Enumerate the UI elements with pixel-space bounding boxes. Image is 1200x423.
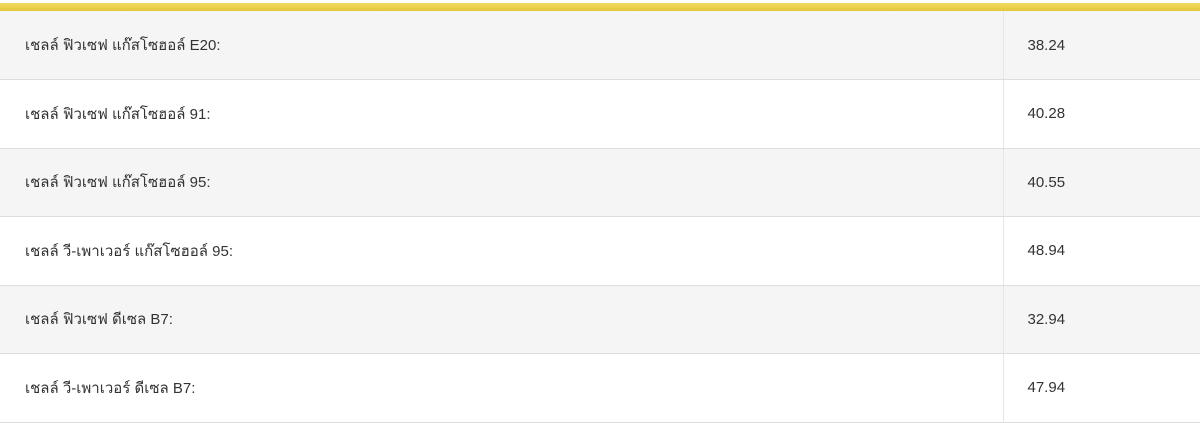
fuel-name: เชลล์ ฟิวเซฟ ดีเซล B7: <box>0 285 1004 354</box>
fuel-price: 40.28 <box>1003 79 1200 149</box>
fuel-price: 38.24 <box>1003 11 1200 80</box>
table-row: เชลล์ ฟิวเซฟ แก๊สโซฮอล์ E20: 38.24 <box>0 11 1200 80</box>
table-row: เชลล์ ฟิวเซฟ แก๊สโซฮอล์ 91: 40.28 <box>0 79 1200 149</box>
fuel-price-table: เชลล์ ฟิวเซฟ แก๊สโซฮอล์ E20: 38.24 เชลล์… <box>0 11 1200 423</box>
fuel-name: เชลล์ ฟิวเซฟ แก๊สโซฮอล์ E20: <box>0 11 1004 80</box>
fuel-name: เชลล์ วี-เพาเวอร์ แก๊สโซฮอล์ 95: <box>0 216 1004 286</box>
table-row: เชลล์ วี-เพาเวอร์ แก๊สโซฮอล์ 95: 48.94 <box>0 216 1200 286</box>
fuel-price: 48.94 <box>1003 216 1200 286</box>
fuel-name: เชลล์ วี-เพาเวอร์ ดีเซล B7: <box>0 353 1004 423</box>
table-row: เชลล์ วี-เพาเวอร์ ดีเซล B7: 47.94 <box>0 353 1200 423</box>
fuel-price: 47.94 <box>1003 353 1200 423</box>
fuel-name: เชลล์ ฟิวเซฟ แก๊สโซฮอล์ 91: <box>0 79 1004 149</box>
fuel-price: 32.94 <box>1003 285 1200 354</box>
fuel-price: 40.55 <box>1003 148 1200 217</box>
fuel-name: เชลล์ ฟิวเซฟ แก๊สโซฮอล์ 95: <box>0 148 1004 217</box>
table-row: เชลล์ ฟิวเซฟ ดีเซล B7: 32.94 <box>0 285 1200 354</box>
table-row: เชลล์ ฟิวเซฟ แก๊สโซฮอล์ 95: 40.55 <box>0 148 1200 217</box>
accent-bar <box>0 3 1200 11</box>
